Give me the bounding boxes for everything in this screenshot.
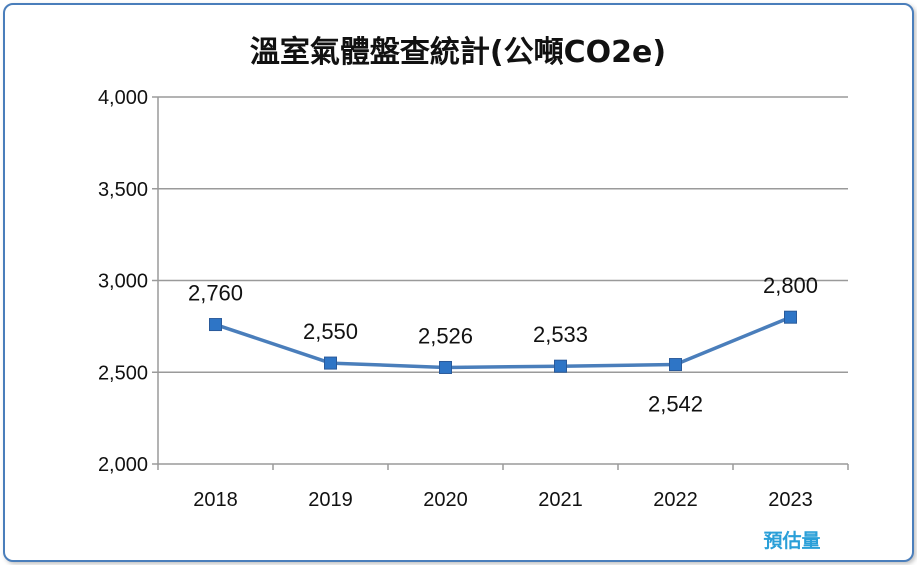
data-point	[554, 359, 567, 373]
data-point	[209, 318, 222, 332]
y-tick-label: 4,000	[98, 87, 148, 109]
chart-frame	[3, 3, 914, 562]
data-label: 2,550	[303, 319, 358, 344]
y-tick-label: 2,500	[98, 362, 148, 384]
data-label: 2,542	[648, 392, 703, 417]
data-point	[669, 358, 682, 372]
data-point	[784, 310, 797, 324]
x-tick-label: 2019	[308, 489, 353, 511]
estimate-annotation: 預估量	[763, 529, 820, 552]
x-tick-label: 2022	[653, 489, 698, 511]
series-line	[214, 315, 792, 370]
series	[209, 310, 797, 374]
x-tick-label: 2020	[423, 489, 468, 511]
y-tick-label: 2,000	[98, 454, 148, 476]
data-point	[439, 360, 452, 374]
gridlines	[152, 96, 848, 465]
x-tick-label: 2023	[768, 489, 813, 511]
y-tick-label: 3,500	[98, 179, 148, 201]
y-tick-label: 3,000	[98, 271, 148, 293]
data-label: 2,526	[418, 323, 473, 348]
data-label: 2,800	[763, 273, 818, 298]
x-axis: 2018 2019 2020 2021 2022 2023	[157, 464, 849, 511]
y-axis: 2,000 2,500 3,000 3,500 4,000	[98, 87, 148, 476]
data-label: 2,533	[533, 322, 588, 347]
data-label: 2,760	[188, 281, 243, 306]
chart-title: 溫室氣體盤查統計(公噸CO2e)	[250, 35, 666, 70]
data-point	[324, 356, 337, 370]
data-labels: 2,760 2,550 2,526 2,533 2,542 2,800	[188, 273, 818, 416]
x-tick-label: 2021	[538, 489, 583, 511]
x-tick-label: 2018	[193, 489, 238, 511]
